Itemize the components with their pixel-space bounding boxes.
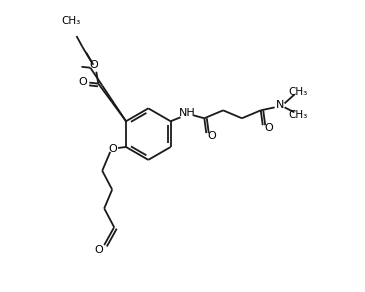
Text: CH₃: CH₃ [61,16,80,26]
Text: O: O [78,77,87,87]
Text: N: N [276,100,284,110]
Text: O: O [89,60,98,70]
Text: CH₃: CH₃ [289,86,308,97]
Text: O: O [94,245,103,255]
Text: O: O [109,144,118,154]
Text: O: O [208,131,216,141]
Text: CH₃: CH₃ [289,110,308,120]
Text: O: O [264,123,273,133]
Text: NH: NH [179,108,196,118]
